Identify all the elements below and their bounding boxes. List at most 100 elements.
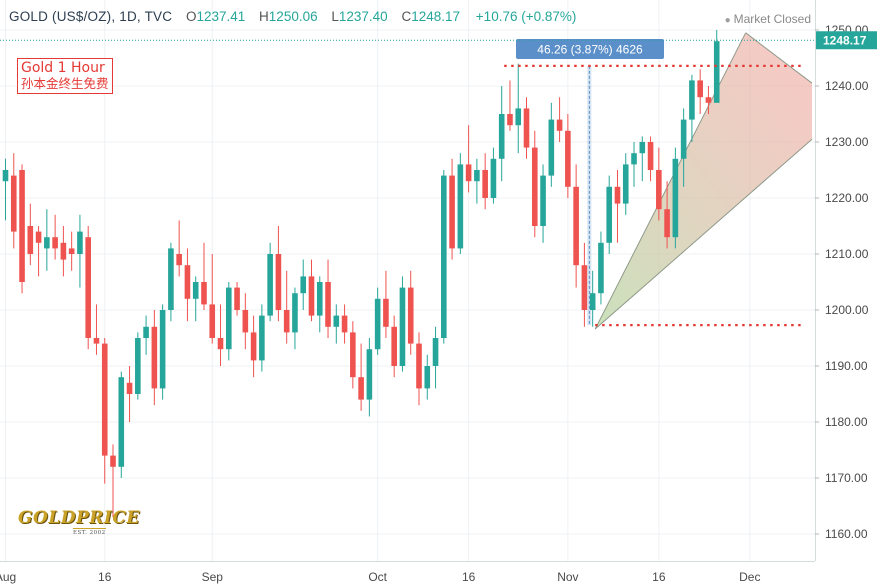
- candle-up: [713, 30, 720, 103]
- candle-body: [201, 282, 207, 305]
- goldprice-logo: GOLDPRICE EST. 2002: [18, 508, 158, 538]
- candle-up: [267, 242, 273, 322]
- candle-body: [77, 231, 83, 254]
- candle-up: [168, 242, 174, 322]
- candle-up: [548, 102, 555, 187]
- y-tick-label: 1160.00: [825, 527, 868, 541]
- x-tick-label: 16: [98, 570, 112, 584]
- candle-up: [225, 282, 232, 361]
- logo-text: GOLDPRICE: [18, 508, 140, 528]
- candle-body: [250, 332, 257, 361]
- candle-body: [598, 242, 604, 294]
- y-tick-label: 1210.00: [825, 247, 869, 261]
- candle-body: [225, 287, 232, 350]
- candle-down: [151, 310, 158, 406]
- candle-body: [697, 80, 703, 98]
- candle-up: [689, 74, 695, 142]
- candle-up: [672, 147, 679, 249]
- candle-up: [498, 86, 505, 182]
- candle-body: [548, 119, 555, 176]
- candle-down: [383, 270, 389, 338]
- candle-body: [556, 119, 563, 131]
- candle-down: [176, 220, 182, 277]
- candle-down: [656, 147, 662, 221]
- fan-line-upper: [745, 32, 813, 84]
- measure-range: [587, 65, 592, 326]
- measure-label: 46.26 (3.87%) 4626: [537, 43, 643, 57]
- candle-up: [333, 304, 340, 344]
- candle-body: [680, 119, 687, 159]
- candle-body: [432, 338, 439, 366]
- candle-down: [209, 254, 216, 344]
- candle-body: [515, 108, 522, 126]
- candle-up: [399, 276, 406, 372]
- high-label: H: [259, 9, 269, 24]
- candle-body: [540, 175, 546, 226]
- watermark-box: Gold 1 Hour 孙本金终生免费: [17, 58, 113, 94]
- candle-down: [242, 293, 249, 350]
- candle-body: [192, 282, 199, 299]
- candle-body: [333, 315, 340, 327]
- candle-body: [498, 114, 505, 159]
- candle-up: [631, 142, 637, 187]
- candle-body: [126, 382, 133, 394]
- candle-body: [234, 287, 240, 310]
- x-tick-label: Dec: [739, 570, 760, 584]
- candle-down: [697, 69, 703, 114]
- candle-body: [267, 254, 273, 316]
- candle-down: [416, 332, 422, 406]
- candle-body: [523, 108, 530, 148]
- candle-body: [383, 298, 389, 327]
- candle-down: [664, 181, 670, 249]
- candle-body: [573, 186, 579, 266]
- candle-up: [159, 304, 166, 400]
- market-status: ● Market Closed: [725, 12, 811, 26]
- open-value: 1237.41: [196, 9, 246, 24]
- candle-down: [556, 97, 563, 142]
- candle-up: [515, 63, 522, 154]
- candle-down: [201, 242, 207, 310]
- candle-down: [110, 444, 116, 518]
- candle-down: [101, 338, 108, 484]
- candle-up: [490, 147, 497, 204]
- candle-down: [325, 259, 331, 338]
- status-dot-icon: ●: [724, 15, 731, 26]
- candle-down: [250, 315, 257, 378]
- candle-body: [490, 158, 497, 198]
- candle-body: [441, 175, 447, 338]
- candle-down: [565, 114, 571, 198]
- candle-body: [275, 254, 282, 310]
- candle-body: [622, 164, 629, 204]
- candle-body: [118, 377, 125, 467]
- candle-down: [27, 203, 34, 266]
- candle-body: [457, 164, 464, 249]
- candle-body: [135, 338, 141, 394]
- current-price-tag: [816, 31, 877, 50]
- candle-down: [93, 304, 100, 355]
- candle-body: [424, 366, 431, 389]
- candle-body: [176, 254, 182, 266]
- candle-body: [664, 209, 670, 238]
- candle-body: [325, 282, 331, 327]
- candle-down: [647, 136, 654, 182]
- candle-body: [316, 282, 323, 316]
- candle-down: [341, 304, 348, 344]
- watermark-line1: Gold 1 Hour: [21, 60, 105, 76]
- candle-body: [292, 293, 298, 333]
- x-tick-label: 16: [462, 570, 476, 584]
- candle-body: [531, 147, 538, 226]
- candle-up: [259, 304, 265, 372]
- candle-body: [93, 338, 100, 344]
- change-value: +10.76 (+0.87%): [475, 9, 577, 24]
- candle-up: [135, 332, 141, 400]
- candle-down: [184, 248, 191, 322]
- candle-up: [540, 164, 546, 243]
- y-tick-label: 1220.00: [825, 191, 869, 205]
- candle-down: [283, 270, 290, 344]
- symbol-title: GOLD (US$/OZ), 1D, TVC: [9, 9, 173, 24]
- candle-down: [407, 270, 414, 355]
- candle-body: [589, 293, 596, 310]
- candle-up: [589, 270, 596, 327]
- candle-body: [350, 332, 356, 378]
